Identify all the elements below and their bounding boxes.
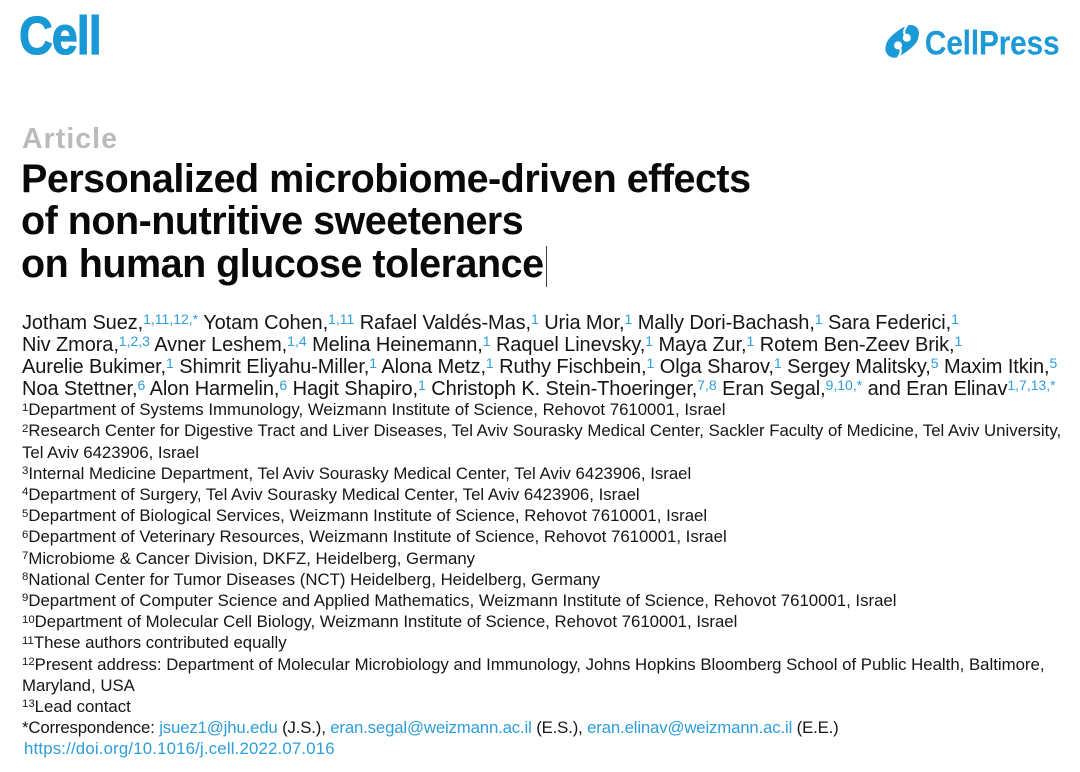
svg-text:CellPress: CellPress <box>925 25 1060 62</box>
